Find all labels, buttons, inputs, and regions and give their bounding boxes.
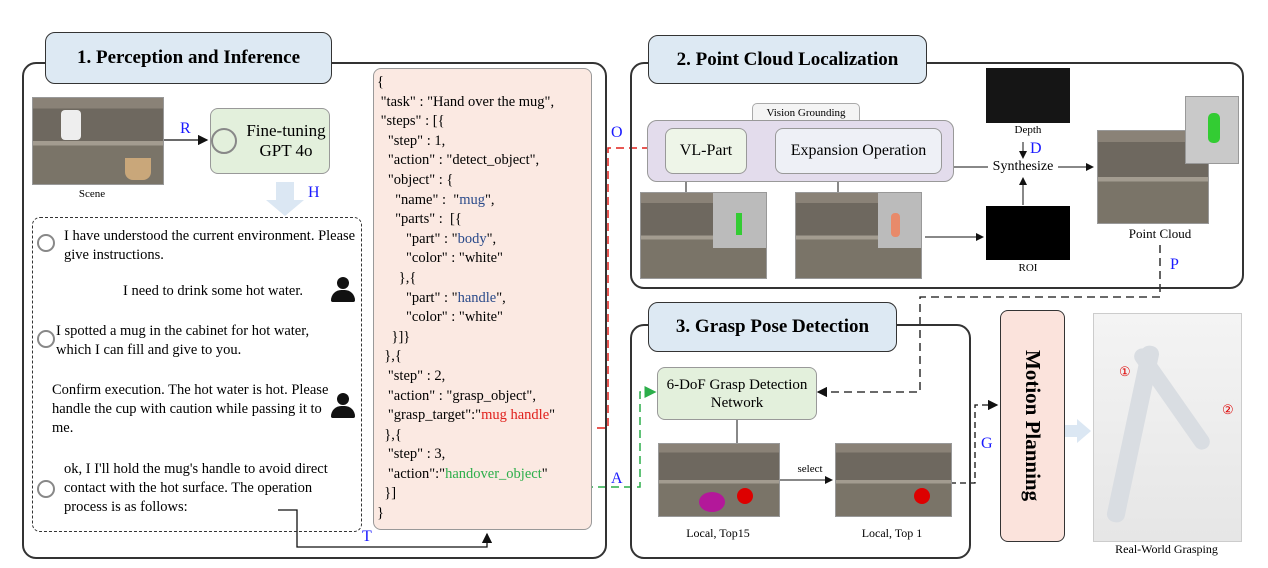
top1-label: Local, Top 1 (861, 526, 923, 540)
arrow-t (278, 509, 493, 548)
robot-image: ① ② (1093, 313, 1242, 542)
panel2-title: 2. Point Cloud Localization (648, 35, 927, 84)
json-line: "color" : "white" (377, 309, 503, 326)
scene-label: Scene (78, 188, 106, 200)
top15-label: Local, Top15 (686, 526, 750, 540)
json-line: "part" : "handle", (377, 289, 506, 306)
json-line: "action":"handover_object" (377, 465, 548, 482)
top15-image (658, 443, 780, 517)
json-line: "parts" : [{ (377, 211, 462, 228)
json-line: { (377, 74, 384, 90)
model-label: Fine-tuning GPT 4o (246, 121, 326, 160)
json-line: "step" : 1, (377, 132, 446, 149)
json-line: }]} (377, 328, 411, 345)
task-json: { "task" : "Hand over the mug", "steps" … (373, 68, 592, 530)
json-line: },{ (377, 269, 417, 286)
json-line: "action" : "grasp_object", (377, 387, 536, 404)
chat-message: I have understood the current environmen… (64, 228, 356, 263)
json-line: "step" : 3, (377, 446, 446, 463)
panel3-title: 3. Grasp Pose Detection (648, 302, 897, 352)
real-world-label: Real-World Grasping (1115, 542, 1218, 556)
depth-image (986, 68, 1070, 123)
json-line: "part" : "body", (377, 230, 497, 247)
json-line: "grasp_target":"mug handle" (377, 407, 556, 424)
chat-message: I spotted a mug in the cabinet for hot w… (56, 323, 310, 358)
json-line: "step" : 2, (377, 367, 446, 384)
select-label: select (797, 463, 823, 475)
arrow-p (816, 245, 1161, 398)
chat-message: ok, I I'll hold the mug's handle to avoi… (64, 461, 328, 515)
synthesize-label: Synthesize (988, 159, 1058, 175)
json-line: },{ (377, 426, 402, 443)
json-line: "task" : "Hand over the mug", (377, 93, 555, 110)
json-line: } (377, 505, 384, 522)
json-line: "action" : "detect_object", (377, 152, 540, 169)
openai-icon (37, 330, 55, 348)
motion-planning-label: Motion Planning (1021, 350, 1045, 502)
grasp-network-box: 6-DoF Grasp Detection Network (657, 367, 817, 420)
json-highlight: mug (459, 191, 485, 208)
label-p: P (1170, 256, 1179, 273)
json-highlight: body (457, 230, 487, 247)
vl-part-result-image (640, 192, 767, 279)
localization-panel (630, 62, 1244, 289)
label-a: A (611, 470, 623, 487)
arrow-o (480, 142, 665, 429)
json-line: "name" : "mug", (377, 191, 495, 208)
json-highlight: handle (457, 289, 497, 306)
vl-part-box: VL-Part (665, 128, 747, 174)
json-line: "steps" : [{ (377, 113, 445, 130)
openai-icon (211, 128, 237, 154)
arrow-h (266, 182, 304, 216)
arrow-g (950, 399, 999, 484)
expansion-operation-box: Expansion Operation (775, 128, 942, 174)
openai-icon (37, 480, 55, 498)
scene-image (32, 97, 164, 185)
vision-grounding-label: Vision Grounding (752, 103, 860, 123)
label-h: H (308, 184, 320, 201)
expansion-result-image (795, 192, 922, 279)
depth-label: Depth (1014, 124, 1042, 136)
roi-image (986, 206, 1070, 260)
panel1-title: 1. Perception and Inference (45, 32, 332, 84)
top1-image (835, 443, 952, 517)
label-o: O (611, 124, 623, 141)
gpt-model-box: Fine-tuning GPT 4o (210, 108, 330, 174)
motion-planning-box: Motion Planning (1000, 310, 1065, 542)
json-line: "color" : "white" (377, 250, 503, 267)
user-icon (331, 277, 355, 303)
json-highlight: handover_object (445, 465, 542, 482)
json-line: "object" : { (377, 171, 454, 188)
grasp-panel (630, 324, 971, 559)
chat-box (32, 217, 362, 532)
label-g: G (981, 435, 993, 452)
marker-2: ② (1222, 402, 1234, 417)
label-t: T (362, 528, 372, 545)
marker-1: ① (1119, 364, 1131, 379)
openai-icon (37, 234, 55, 252)
chat-message: I need to drink some hot water. (123, 283, 303, 299)
user-icon (331, 393, 355, 419)
json-line: }] (377, 485, 397, 502)
point-cloud-label: Point Cloud (1128, 226, 1192, 241)
roi-label: ROI (1018, 262, 1038, 274)
json-highlight: mug handle (481, 407, 550, 424)
chat-message: Confirm execution. The hot water is hot.… (52, 382, 329, 436)
point-cloud-zoom (1185, 96, 1239, 164)
json-line: },{ (377, 348, 402, 365)
label-r: R (180, 120, 191, 137)
label-d: D (1030, 140, 1042, 157)
